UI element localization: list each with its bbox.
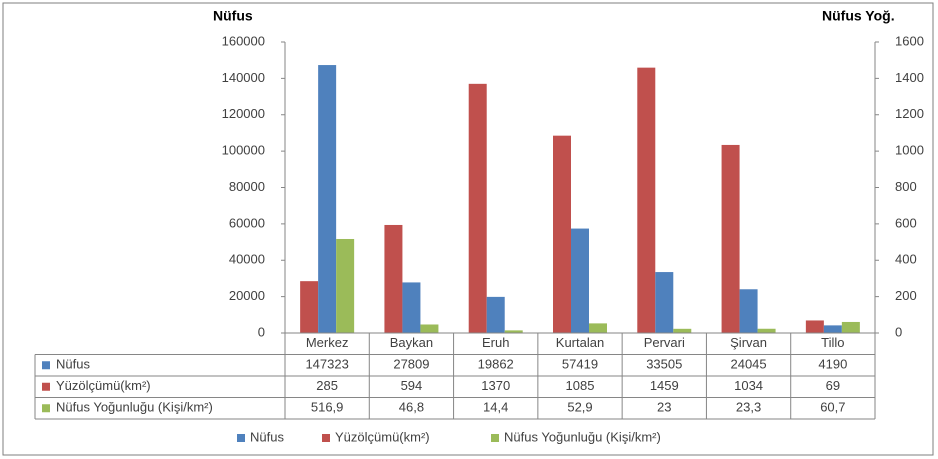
- x-tick-label: Tillo: [821, 335, 844, 350]
- table-series-name: Nüfus: [56, 357, 90, 372]
- bar: [805, 320, 824, 333]
- y-tick-label: 20000: [229, 288, 265, 303]
- bar: [300, 281, 319, 333]
- bar: [336, 238, 355, 333]
- table-cell: 69: [826, 378, 840, 393]
- table-cell: 24045: [730, 357, 766, 372]
- bar: [637, 67, 656, 333]
- bar: [486, 296, 505, 333]
- table-cell: 52,9: [567, 400, 592, 415]
- table-cell: 27809: [393, 357, 429, 372]
- table-cell: 1459: [650, 378, 679, 393]
- table-cell: 1370: [481, 378, 510, 393]
- table-cell: 1034: [734, 378, 763, 393]
- y2-tick-label: 200: [895, 288, 917, 303]
- bar: [571, 228, 589, 333]
- table-cell: 4190: [818, 357, 847, 372]
- bar: [655, 272, 674, 333]
- bar: [739, 289, 758, 333]
- table-cell: 23,3: [736, 400, 761, 415]
- table-key: [42, 361, 50, 370]
- table-key: [42, 404, 50, 413]
- y-tick-label: 0: [258, 324, 265, 339]
- x-tick-label: Şirvan: [730, 335, 767, 350]
- y2-axis-title: Nüfus Yoğ.: [822, 8, 895, 24]
- bar: [420, 324, 439, 333]
- legend-key: [322, 434, 330, 442]
- table-cell: 147323: [305, 357, 348, 372]
- y2-tick-label: 1000: [895, 143, 924, 158]
- table-cell: 19862: [478, 357, 514, 372]
- table-series-name: Nüfus Yoğunluğu (Kişi/km²): [56, 400, 213, 415]
- table-cell: 60,7: [820, 400, 845, 415]
- bar: [757, 328, 776, 333]
- bar: [589, 323, 607, 333]
- bar: [402, 282, 421, 333]
- table-cell: 594: [401, 378, 423, 393]
- table-cell: 14,4: [483, 400, 508, 415]
- y-tick-label: 40000: [229, 252, 265, 267]
- x-tick-label: Kurtalan: [556, 335, 604, 350]
- y2-tick-label: 1600: [895, 33, 924, 48]
- bar: [384, 224, 403, 333]
- table-series-name: Yüzölçümü(km²): [56, 378, 151, 393]
- table-cell: 33505: [646, 357, 682, 372]
- y-tick-label: 60000: [229, 215, 265, 230]
- y-axis-title: Nüfus: [213, 8, 253, 24]
- table-cell: 57419: [562, 357, 598, 372]
- y-tick-label: 80000: [229, 179, 265, 194]
- bar: [504, 330, 523, 333]
- bar: [673, 328, 692, 333]
- bar: [721, 144, 740, 333]
- x-tick-label: Eruh: [482, 335, 509, 350]
- table-cell: 516,9: [311, 400, 344, 415]
- y-tick-label: 160000: [222, 33, 265, 48]
- bar: [841, 321, 860, 333]
- legend-label: Nüfus Yoğunluğu (Kişi/km²): [504, 429, 661, 444]
- y-tick-label: 100000: [222, 143, 265, 158]
- bar: [468, 83, 487, 333]
- y-tick-label: 140000: [222, 70, 265, 85]
- table-cell: 1085: [566, 378, 595, 393]
- table-cell: 46,8: [399, 400, 424, 415]
- y2-tick-label: 0: [895, 324, 902, 339]
- y-tick-label: 120000: [222, 106, 265, 121]
- bar: [318, 65, 337, 333]
- legend-label: Nüfus: [250, 429, 284, 444]
- y2-tick-label: 800: [895, 179, 917, 194]
- bar: [553, 135, 571, 333]
- x-tick-label: Merkez: [306, 335, 349, 350]
- x-tick-label: Pervari: [644, 335, 685, 350]
- x-tick-label: Baykan: [390, 335, 433, 350]
- table-cell: 23: [657, 400, 671, 415]
- y2-tick-label: 600: [895, 215, 917, 230]
- y2-tick-label: 1200: [895, 106, 924, 121]
- legend-label: Yüzölçümü(km²): [335, 429, 430, 444]
- legend-key: [237, 434, 245, 442]
- table-cell: 285: [316, 378, 338, 393]
- y2-tick-label: 1400: [895, 70, 924, 85]
- legend-key: [491, 434, 499, 442]
- y2-tick-label: 400: [895, 252, 917, 267]
- bar: [823, 325, 842, 333]
- table-key: [42, 382, 50, 391]
